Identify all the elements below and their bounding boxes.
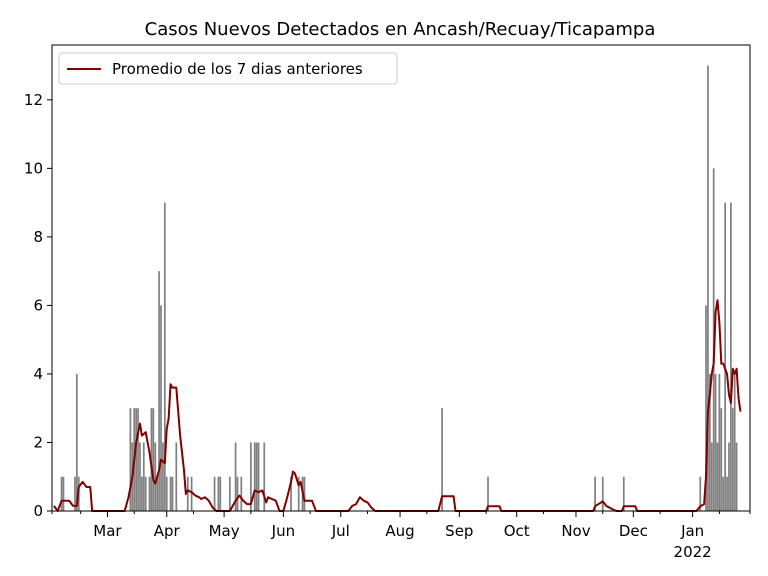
bar-2021-04-26: [213, 476, 216, 511]
x-tick-label-Oct: Oct: [504, 522, 530, 540]
bar-2022-01-19: [726, 476, 728, 511]
bar-2021-02-05: [60, 476, 63, 511]
bar-2022-01-13: [714, 373, 717, 511]
bar-2022-01-16: [720, 408, 723, 511]
bar-2021-03-27: [156, 476, 159, 511]
bar-2021-03-28: [158, 271, 160, 511]
bar-2022-01-09: [707, 65, 709, 511]
bar-2021-06-09: [297, 476, 300, 511]
bar-2022-01-15: [718, 373, 721, 511]
y-tick-label-8: 8: [33, 228, 43, 246]
bar-2021-04-14: [190, 476, 193, 511]
bar-2021-03-20: [142, 442, 145, 511]
bar-2021-04-04: [171, 476, 174, 511]
x-tick-label-Jul: Jul: [331, 522, 350, 540]
bar-2021-05-19: [257, 442, 260, 511]
bar-2021-08-23: [441, 408, 443, 511]
bar-2021-03-19: [141, 476, 143, 511]
x-tick-label-Jun: Jun: [271, 522, 295, 540]
legend-box: [58, 52, 398, 85]
bar-2021-03-13: [129, 408, 132, 511]
bar-2021-05-17: [253, 442, 256, 511]
legend-label: Promedio de los 7 dias anteriores: [112, 60, 363, 78]
bar-2021-05-18: [255, 442, 258, 511]
bar-2021-02-06: [62, 476, 65, 511]
bar-2022-01-17: [722, 476, 725, 511]
bar-2021-09-16: [487, 476, 489, 511]
bar-2021-11-15: [601, 476, 604, 511]
bar-2021-04-01: [165, 476, 168, 511]
rolling-average-line: [53, 299, 742, 512]
bar-2022-01-18: [724, 202, 726, 511]
bar-2021-11-11: [594, 476, 596, 511]
bar-2022-01-24: [735, 442, 738, 511]
bar-2021-05-07: [234, 442, 237, 511]
bar-2021-05-04: [228, 476, 231, 511]
y-tick-label-2: 2: [33, 433, 43, 451]
bar-2022-01-22: [731, 408, 734, 511]
x-tick-label-Aug: Aug: [385, 522, 414, 540]
bar-2021-03-25: [152, 408, 155, 511]
y-tick-label-4: 4: [33, 365, 43, 383]
bar-2021-03-23: [148, 476, 151, 511]
chart-title: Casos Nuevos Detectados en Ancash/Recuay…: [145, 19, 656, 40]
bar-2022-01-14: [716, 442, 719, 511]
bar-2021-03-16: [135, 408, 137, 511]
bar-2021-05-22: [263, 442, 266, 511]
y-tick-label-12: 12: [24, 91, 43, 109]
bar-2021-03-21: [144, 476, 147, 511]
bar-2022-01-20: [728, 442, 730, 511]
plot-frame: [51, 44, 751, 512]
bar-2022-01-05: [699, 476, 702, 511]
bar-2022-01-10: [708, 373, 711, 511]
bar-2022-01-21: [730, 202, 732, 511]
bar-2021-02-13: [76, 373, 78, 511]
bar-2021-04-28: [217, 476, 220, 511]
bar-2021-03-17: [137, 408, 139, 511]
bar-2021-05-08: [236, 476, 239, 511]
bar-2022-01-11: [710, 442, 713, 511]
x-year-label: 2022: [674, 543, 712, 561]
y-tick-label-6: 6: [33, 296, 43, 314]
bar-2021-04-03: [169, 476, 172, 511]
bar-2021-03-18: [139, 442, 141, 511]
bar-2021-05-10: [240, 476, 243, 511]
bar-2022-01-08: [705, 305, 707, 511]
bar-2021-03-30: [162, 442, 164, 511]
bar-2021-03-31: [163, 202, 166, 511]
line-layer: [53, 299, 742, 512]
bar-2021-11-26: [622, 476, 625, 511]
bar-2021-04-06: [175, 442, 178, 511]
y-tick-label-0: 0: [33, 502, 43, 520]
x-tick-label-Sep: Sep: [445, 522, 473, 540]
bar-2021-05-15: [250, 442, 252, 511]
x-tick-label-Dec: Dec: [619, 522, 648, 540]
y-tick-label-10: 10: [24, 159, 43, 177]
bar-2021-04-12: [186, 476, 189, 511]
bar-2021-06-05: [290, 476, 292, 511]
x-tick-label-Mar: Mar: [93, 522, 122, 540]
bar-2021-06-12: [303, 476, 306, 511]
bar-2021-02-12: [74, 476, 76, 511]
bar-2021-03-29: [160, 305, 162, 511]
legend: Promedio de los 7 dias anteriores: [58, 52, 398, 85]
x-tick-label-Apr: Apr: [154, 522, 181, 540]
x-tick-label-Jan: Jan: [680, 522, 704, 540]
bar-2021-04-29: [219, 476, 222, 511]
y-axis: 0 2 4 6 8 10 12: [24, 91, 52, 520]
x-axis: Mar Apr May Jun Jul Aug Sep Oct Nov Dec Jan 2022: [51, 511, 751, 561]
bar-2021-03-26: [154, 442, 157, 511]
x-tick-label-Nov: Nov: [561, 522, 590, 540]
x-tick-label-May: May: [209, 522, 240, 540]
bar-2022-01-23: [733, 373, 736, 511]
